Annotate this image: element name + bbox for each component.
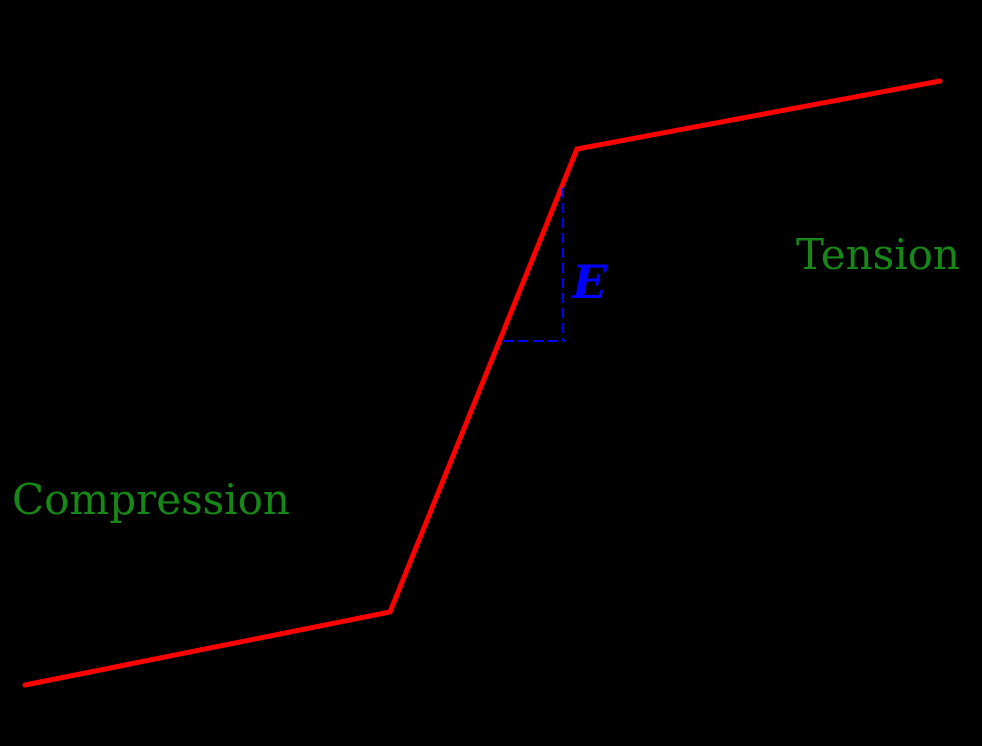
compression-label: Compression (12, 475, 290, 524)
elastic-modulus-label: E (572, 255, 608, 309)
stress-strain-curve (22, 78, 943, 688)
tension-label: Tension (796, 230, 960, 279)
